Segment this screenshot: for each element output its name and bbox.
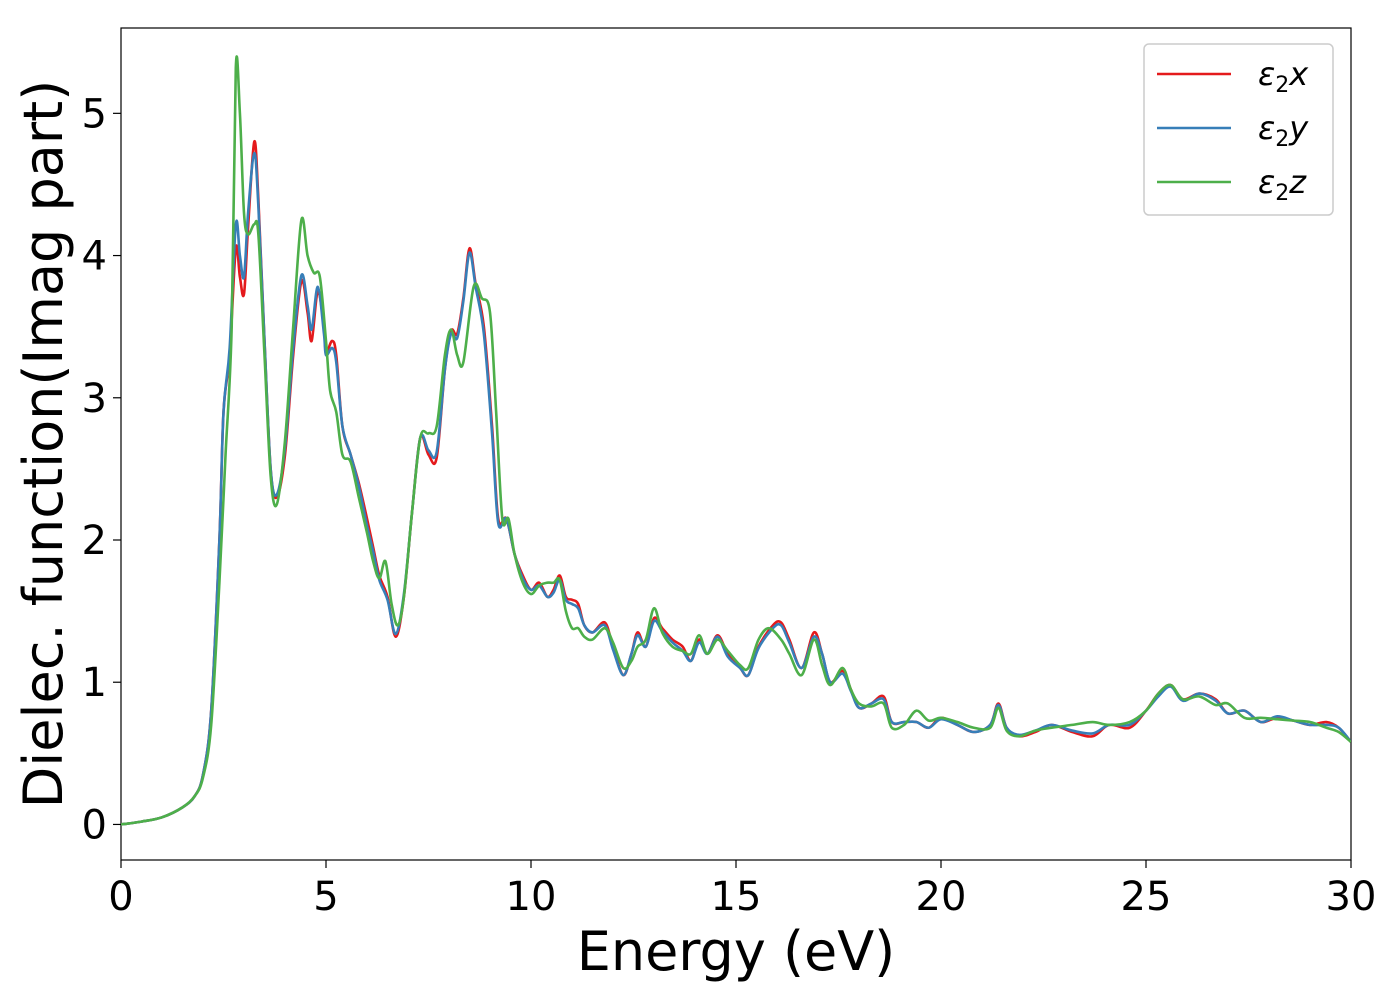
legend: ε2x ε2y ε2z [1143, 43, 1334, 216]
y-tick-label: 4 [82, 234, 107, 280]
x-tick-label: 20 [916, 874, 967, 920]
series-layer [121, 55, 1351, 826]
x-tick-label: 15 [711, 874, 762, 920]
legend-entry-z: ε2z [1157, 163, 1307, 206]
legend-label-z: ε2z [1258, 163, 1307, 206]
x-axis: 0 5 10 15 20 25 30 [108, 860, 1376, 920]
series-line-z [121, 55, 1351, 826]
x-tick-label: 25 [1121, 874, 1172, 920]
legend-label-x: ε2x [1258, 55, 1309, 98]
x-tick-label: 0 [108, 874, 133, 920]
x-tick-label: 5 [313, 874, 338, 920]
y-tick-label: 2 [82, 518, 107, 564]
y-tick-label: 3 [82, 376, 107, 422]
legend-entry-x: ε2x [1157, 55, 1309, 98]
x-tick-label: 10 [506, 874, 557, 920]
y-tick-label: 5 [82, 91, 107, 137]
legend-label-y: ε2y [1258, 109, 1309, 152]
y-axis-title: Dielec. function(Imag part) [12, 80, 75, 809]
y-tick-label: 0 [82, 802, 107, 848]
x-axis-title: Energy (eV) [577, 920, 896, 983]
legend-entry-y: ε2y [1157, 109, 1309, 152]
legend-box [1143, 43, 1334, 216]
x-tick-label: 30 [1326, 874, 1377, 920]
y-tick-label: 1 [82, 660, 107, 706]
y-axis: 0 1 2 3 4 5 [82, 91, 121, 848]
